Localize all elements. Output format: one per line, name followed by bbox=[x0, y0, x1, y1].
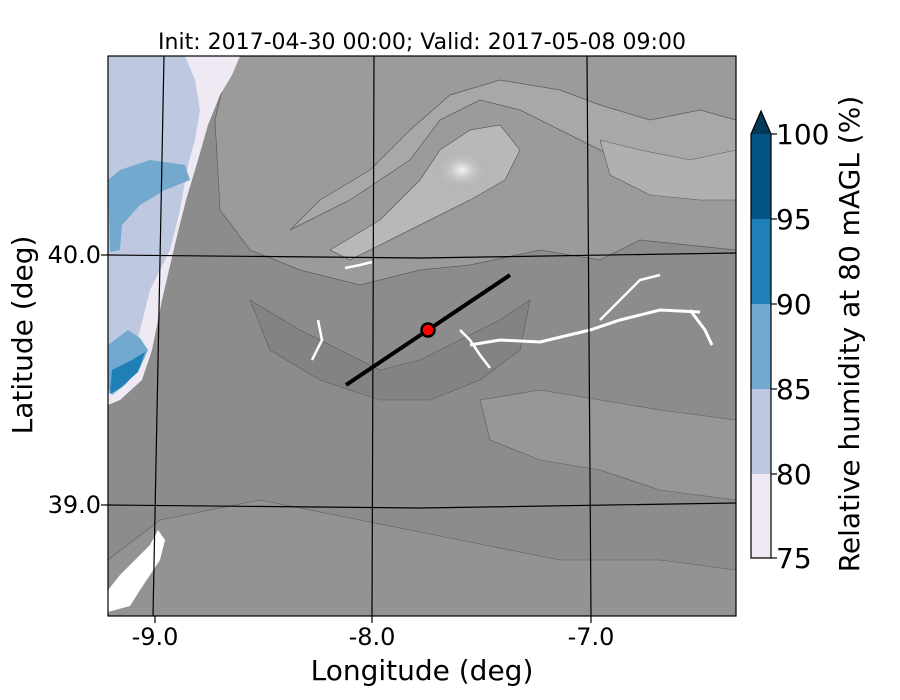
colorbar-95-100 bbox=[751, 134, 771, 219]
map-panel bbox=[108, 56, 736, 616]
y-tick-label: 39.0 bbox=[48, 491, 101, 519]
river-west bbox=[310, 319, 324, 361]
ocean-humidity-85 bbox=[108, 160, 190, 252]
x-tick-label: -9.0 bbox=[132, 623, 179, 651]
ocean-humidity-80 bbox=[108, 56, 200, 395]
meridian-minus-9 bbox=[152, 56, 165, 616]
colorbar-tick-label: 90 bbox=[776, 288, 812, 321]
colorbar-label: Relative humidity at 80 mAGL (%) bbox=[833, 96, 866, 573]
x-axis-label: Longitude (deg) bbox=[311, 654, 534, 687]
chart-title: Init: 2017-04-30 00:00; Valid: 2017-05-0… bbox=[158, 30, 686, 55]
y-axis: 40.0 39.0 Latitude (deg) bbox=[6, 236, 108, 519]
colorbar-85-90 bbox=[751, 304, 771, 389]
river-bend bbox=[688, 309, 714, 346]
colorbar-90-95 bbox=[751, 219, 771, 304]
y-axis-label: Latitude (deg) bbox=[6, 236, 39, 435]
map-frame bbox=[107, 55, 737, 617]
south-white-patch bbox=[108, 530, 165, 612]
parallel-39 bbox=[108, 502, 736, 509]
terrain-peak bbox=[432, 148, 492, 192]
colorbar-frame bbox=[750, 109, 772, 559]
terrain-valley bbox=[249, 299, 531, 401]
terrain-ridge bbox=[289, 79, 736, 231]
terrain-south bbox=[108, 499, 736, 616]
colorbar-75-80 bbox=[751, 474, 771, 558]
colorbar-extend-arrow bbox=[751, 111, 771, 134]
ocean-humidity-90 bbox=[110, 352, 145, 394]
river-north bbox=[599, 273, 661, 321]
river-center bbox=[459, 329, 491, 369]
colorbar: 75 80 85 90 95 100 Relative humidity at … bbox=[750, 96, 866, 575]
site-marker bbox=[420, 322, 436, 338]
colorbar-tick-label: 80 bbox=[776, 458, 812, 491]
terrain-east-high bbox=[599, 139, 736, 201]
graticule bbox=[108, 56, 736, 616]
colorbar-tick-label: 85 bbox=[776, 373, 812, 406]
colorbar-80-85 bbox=[751, 389, 771, 474]
river-east bbox=[469, 308, 701, 347]
x-tick-label: -8.0 bbox=[349, 623, 396, 651]
meridian-minus-7 bbox=[586, 56, 592, 616]
colorbar-tick-label: 95 bbox=[776, 203, 812, 236]
terrain-southeast bbox=[479, 389, 736, 501]
y-tick-label: 40.0 bbox=[48, 241, 101, 269]
colorbar-tick-label: 75 bbox=[776, 542, 812, 575]
parallel-40 bbox=[108, 252, 736, 259]
river-north-lake bbox=[344, 260, 373, 270]
colorbar-tick-label: 100 bbox=[776, 118, 829, 151]
x-axis: -9.0 -8.0 -7.0 Longitude (deg) bbox=[132, 616, 615, 687]
meridian-minus-8 bbox=[371, 56, 375, 616]
x-tick-label: -7.0 bbox=[568, 623, 615, 651]
